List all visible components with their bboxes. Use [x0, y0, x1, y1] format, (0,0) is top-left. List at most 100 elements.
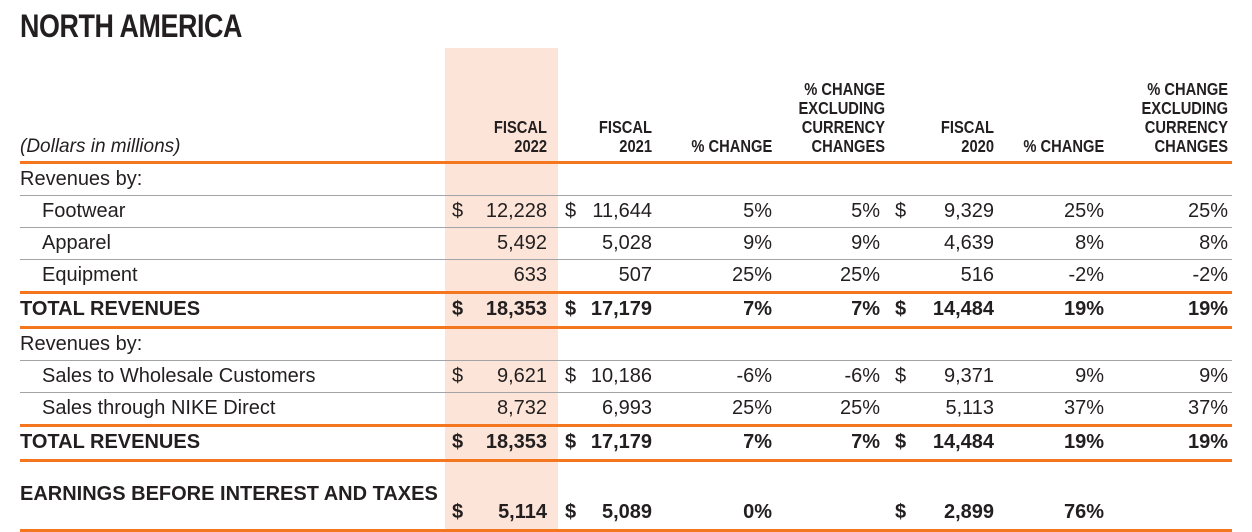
row-label: Footwear [20, 195, 445, 228]
cell-fy2022-value: 9,621 [469, 360, 559, 393]
col-header-fiscal-2021: FISCAL 2021 [558, 48, 663, 164]
cell-pct-change-excl-1: 7% [782, 292, 889, 329]
cell-pct-change-1: 9% [662, 227, 783, 260]
page-title-text: NORTH AMERICA [20, 8, 243, 44]
cell-fy2020-value: 5,113 [910, 392, 1003, 427]
cell-fy2021-value: 6,993 [584, 392, 663, 427]
table-row-wholesale: Sales to Wholesale Customers $ 9,621 $ 1… [20, 360, 1233, 393]
cell-fy2022-value: 5,492 [469, 227, 559, 260]
cell-fy2022-value: 5,114 [469, 460, 559, 532]
cell-fy2022-dollar: $ [445, 460, 469, 532]
cell-fy2021-dollar: $ [558, 195, 585, 228]
section-label: Revenues by: [20, 162, 445, 196]
table-row-footwear: Footwear $ 12,228 $ 11,644 5% 5% $ 9,329… [20, 195, 1233, 228]
cell-fy2020-dollar: $ [888, 292, 911, 329]
row-label: TOTAL REVENUES [20, 425, 445, 462]
table-row-apparel: Apparel 5,492 5,028 9% 9% 4,639 8% 8% [20, 227, 1233, 260]
segment-financial-table: (Dollars in millions) FISCAL 2022 FISCAL… [20, 48, 1233, 532]
cell-fy2022-value: 8,732 [469, 392, 559, 427]
cell-pct-change-excl-2: 19% [1112, 292, 1233, 329]
cell-pct-change-1: 7% [662, 292, 783, 329]
cell-pct-change-2: 19% [1002, 292, 1113, 329]
cell-fy2021-value: 507 [584, 259, 663, 294]
cell-pct-change-excl-1 [782, 460, 889, 532]
cell-pct-change-excl-1: 5% [782, 195, 889, 228]
cell-pct-change-excl-2: 37% [1112, 392, 1233, 427]
cell-fy2020-dollar: $ [888, 425, 911, 462]
cell-pct-change-excl-2: -2% [1112, 259, 1233, 294]
cell-pct-change-1: -6% [662, 360, 783, 393]
cell-fy2021-value: 5,028 [584, 227, 663, 260]
cell-fy2021-dollar: $ [558, 360, 585, 393]
table-row-nike-direct: Sales through NIKE Direct 8,732 6,993 25… [20, 392, 1233, 427]
cell-fy2020-value: 14,484 [910, 292, 1003, 329]
cell-fy2020-dollar: $ [888, 195, 911, 228]
row-label: Sales to Wholesale Customers [20, 360, 445, 393]
cell-pct-change-excl-2: 8% [1112, 227, 1233, 260]
cell-fy2022-value: 18,353 [469, 425, 559, 462]
cell-pct-change-1: 0% [662, 460, 783, 532]
cell-fy2020-value: 4,639 [910, 227, 1003, 260]
section-row-revenues-by-channel: Revenues by: [20, 327, 1233, 361]
cell-fy2020-value: 2,899 [910, 460, 1003, 532]
col-header-fiscal-2022: FISCAL 2022 [445, 48, 559, 164]
row-label: EARNINGS BEFORE INTEREST AND TAXES [20, 460, 445, 532]
cell-pct-change-excl-1: 25% [782, 392, 889, 427]
cell-pct-change-excl-2: 9% [1112, 360, 1233, 393]
cell-fy2020-dollar: $ [888, 360, 911, 393]
cell-pct-change-2: 37% [1002, 392, 1113, 427]
cell-fy2021-value: 11,644 [584, 195, 663, 228]
cell-fy2020-value: 516 [910, 259, 1003, 294]
row-label: TOTAL REVENUES [20, 292, 445, 329]
row-label: Apparel [20, 227, 445, 260]
page-title: NORTH AMERICA [20, 8, 1232, 44]
cell-pct-change-excl-2: 25% [1112, 195, 1233, 228]
cell-pct-change-excl-1: 9% [782, 227, 889, 260]
cell-fy2021-value: 10,186 [584, 360, 663, 393]
cell-fy2020-value: 9,329 [910, 195, 1003, 228]
cell-pct-change-1: 7% [662, 425, 783, 462]
table-row-ebit: EARNINGS BEFORE INTEREST AND TAXES $ 5,1… [20, 460, 1233, 532]
cell-fy2020-value: 14,484 [910, 425, 1003, 462]
cell-pct-change-excl-1: 7% [782, 425, 889, 462]
cell-fy2022-value: 12,228 [469, 195, 559, 228]
cell-pct-change-2: 19% [1002, 425, 1113, 462]
table-row-equipment: Equipment 633 507 25% 25% 516 -2% -2% [20, 259, 1233, 294]
cell-pct-change-2: 25% [1002, 195, 1113, 228]
section-row-revenues-by-product: Revenues by: [20, 162, 1233, 196]
cell-fy2021-dollar: $ [558, 460, 585, 532]
cell-pct-change-2: 9% [1002, 360, 1113, 393]
cell-pct-change-2: 76% [1002, 460, 1113, 532]
cell-pct-change-excl-2: 19% [1112, 425, 1233, 462]
col-header-pct-change-2: % CHANGE [1002, 48, 1113, 164]
section-label: Revenues by: [20, 327, 445, 361]
row-label: Sales through NIKE Direct [20, 392, 445, 427]
cell-fy2021-value: 17,179 [584, 425, 663, 462]
cell-fy2020-dollar: $ [888, 460, 911, 532]
cell-fy2022-dollar: $ [445, 292, 469, 329]
cell-pct-change-1: 5% [662, 195, 783, 228]
row-label: Equipment [20, 259, 445, 294]
cell-fy2020-value: 9,371 [910, 360, 1003, 393]
table-row-total-revenues-1: TOTAL REVENUES $ 18,353 $ 17,179 7% 7% $… [20, 292, 1233, 329]
cell-fy2021-value: 5,089 [584, 460, 663, 532]
cell-fy2022-dollar: $ [445, 425, 469, 462]
cell-pct-change-excl-2 [1112, 460, 1233, 532]
col-header-fiscal-2020: FISCAL 2020 [888, 48, 1003, 164]
cell-pct-change-excl-1: -6% [782, 360, 889, 393]
cell-pct-change-excl-1: 25% [782, 259, 889, 294]
cell-pct-change-2: -2% [1002, 259, 1113, 294]
cell-fy2022-dollar: $ [445, 360, 469, 393]
cell-fy2022-value: 633 [469, 259, 559, 294]
cell-fy2021-dollar: $ [558, 292, 585, 329]
cell-fy2021-value: 17,179 [584, 292, 663, 329]
col-header-pct-change-excl-1: % CHANGE EXCLUDING CURRENCY CHANGES [782, 48, 889, 164]
col-header-pct-change-1: % CHANGE [662, 48, 783, 164]
cell-pct-change-1: 25% [662, 392, 783, 427]
table-row-total-revenues-2: TOTAL REVENUES $ 18,353 $ 17,179 7% 7% $… [20, 425, 1233, 462]
unit-label: (Dollars in millions) [20, 48, 445, 164]
cell-fy2022-value: 18,353 [469, 292, 559, 329]
table-header-row: (Dollars in millions) FISCAL 2022 FISCAL… [20, 48, 1233, 164]
col-header-pct-change-excl-2: % CHANGE EXCLUDING CURRENCY CHANGES [1112, 48, 1233, 164]
